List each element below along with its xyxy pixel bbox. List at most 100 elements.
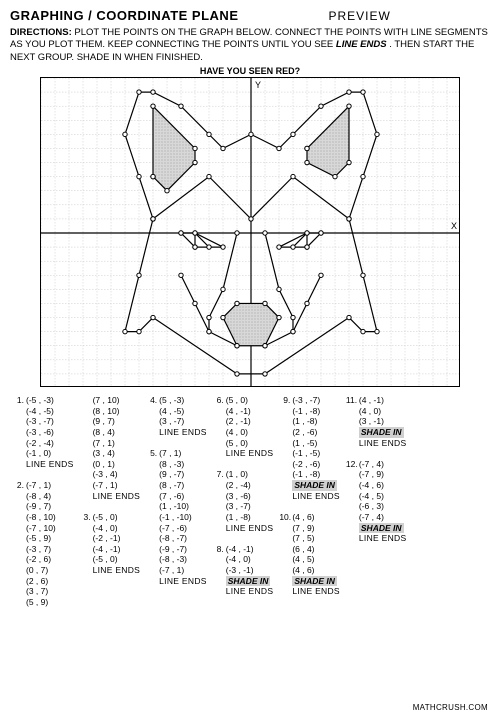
coord-row: LINE ENDS — [80, 565, 141, 576]
coord-row: (-1 , -10) — [146, 512, 207, 523]
coord-row: 11.(4 , -1) — [346, 395, 407, 406]
coord-row: 9.(-3 , -7) — [279, 395, 340, 406]
coord-row: (-3 , -7) — [13, 416, 74, 427]
coord-row: SHADE IN — [346, 523, 407, 534]
coord-row: 8.(-4 , -1) — [213, 544, 274, 555]
coord-row: (-6 , 3) — [346, 501, 407, 512]
coord-row: (-3 , 7) — [13, 544, 74, 555]
coord-row: (3 , 7) — [13, 586, 74, 597]
coord-row: (-8 , -7) — [146, 533, 207, 544]
coord-row: (8 , -3) — [146, 459, 207, 470]
coord-row: (-7 , 1) — [146, 565, 207, 576]
coord-row: (-1 , -8) — [279, 406, 340, 417]
coord-row: (1 , -8) — [279, 416, 340, 427]
coord-row: (-9 , 7) — [13, 501, 74, 512]
coord-row: (-7 , 1) — [80, 480, 141, 491]
coord-row: (-3 , 4) — [80, 469, 141, 480]
coord-row: (4 , 0) — [346, 406, 407, 417]
coord-row: (2 , 6) — [13, 576, 74, 587]
coord-row: LINE ENDS — [213, 448, 274, 459]
coord-row: (7 , -6) — [146, 491, 207, 502]
directions-label: DIRECTIONS: — [10, 27, 72, 38]
coord-row: LINE ENDS — [279, 491, 340, 502]
coord-row: (-2 , -1) — [80, 533, 141, 544]
coord-column: 1.(-5 , -3)(-4 , -5)(-3 , -7)(-3 , -6) (-… — [10, 395, 77, 608]
coord-row: LINE ENDS — [346, 533, 407, 544]
coord-row: (3 , 4) — [80, 448, 141, 459]
coord-row: (5 , 0) — [213, 438, 274, 449]
coord-row — [213, 459, 274, 470]
coord-row: (-7 , 9) — [346, 469, 407, 480]
coord-row: (-5 , 9) — [13, 533, 74, 544]
coord-row: (1 , -10) — [146, 501, 207, 512]
coord-row: 12.(-7 , 4) — [346, 459, 407, 470]
coord-column: 9.(-3 , -7)(-1 , -8)(1 , -8)(2 , -6)(1 ,… — [276, 395, 343, 608]
coord-row: (1 , -8) — [213, 512, 274, 523]
coord-row: (3 , -1) — [346, 416, 407, 427]
coord-row: (8 , -7) — [146, 480, 207, 491]
coord-row: SHADE IN — [213, 576, 274, 587]
coord-row: (-8 , 10) — [13, 512, 74, 523]
coord-row: SHADE IN — [346, 427, 407, 438]
coord-row: (3 , -6) — [213, 491, 274, 502]
coord-row: (2 , -1) — [213, 416, 274, 427]
coord-row: (-7 , 10) — [13, 523, 74, 534]
coord-row: (4 , 0) — [213, 427, 274, 438]
coord-row: (4 , 5) — [279, 554, 340, 565]
coord-row: LINE ENDS — [80, 491, 141, 502]
coord-row: (1 , -5) — [279, 438, 340, 449]
coord-row: 6.(5 , 0) — [213, 395, 274, 406]
directions: DIRECTIONS: PLOT THE POINTS ON THE GRAPH… — [10, 27, 490, 64]
coord-row: (-3 , -6) — [13, 427, 74, 438]
coord-row: (9 , -7) — [146, 469, 207, 480]
coord-row: (-7 , 4) — [346, 512, 407, 523]
page-title: GRAPHING / COORDINATE PLANE — [10, 8, 239, 23]
coord-row: (-7 , -6) — [146, 523, 207, 534]
coord-row: (-8 , -3) — [146, 554, 207, 565]
directions-lineends: LINE ENDS — [336, 39, 387, 50]
coord-row: 2.(-7 , 1) — [13, 480, 74, 491]
coord-row: (-1 , -5) — [279, 448, 340, 459]
coord-column: 6.(5 , 0)(4 , -1)(2 , -1)(4 , 0)(5 , 0)L… — [210, 395, 277, 608]
coord-row: (3 , -7) — [146, 416, 207, 427]
coord-row: LINE ENDS — [146, 427, 207, 438]
coord-row: LINE ENDS — [146, 576, 207, 587]
coord-row: (-4 , 0) — [80, 523, 141, 534]
coord-row: (7 , 9) — [279, 523, 340, 534]
coord-row: 10.(4 , 6) — [279, 512, 340, 523]
coord-row: (-4 , -5) — [13, 406, 74, 417]
coord-row — [346, 448, 407, 459]
coord-row: (-1 , -8) — [279, 469, 340, 480]
coord-row: (-8 , 4) — [13, 491, 74, 502]
coord-row — [279, 501, 340, 512]
coord-row: (7 , 1) — [80, 438, 141, 449]
coord-row — [213, 533, 274, 544]
coord-row: 5.(7 , 1) — [146, 448, 207, 459]
coord-row: (4 , -1) — [213, 406, 274, 417]
coord-column: 11.(4 , -1)(4 , 0)(3 , -1)SHADE INLINE E… — [343, 395, 410, 608]
coord-row: (-3 , -1) — [213, 565, 274, 576]
coord-row: (9 , 7) — [80, 416, 141, 427]
svg-text:Y: Y — [255, 80, 261, 90]
coord-row: 4.(5 , -3) — [146, 395, 207, 406]
coord-row: (8 , 10) — [80, 406, 141, 417]
coord-row: LINE ENDS — [213, 586, 274, 597]
coord-row: (-9 , -7) — [146, 544, 207, 555]
coord-row: SHADE IN — [279, 576, 340, 587]
coord-row: (2 , -6) — [279, 427, 340, 438]
svg-text:X: X — [451, 221, 457, 231]
coord-row: (0 , 7) — [13, 565, 74, 576]
coord-row: (3 , -7) — [213, 501, 274, 512]
coord-row: (6 , 4) — [279, 544, 340, 555]
coord-row: (-4 , 5) — [346, 491, 407, 502]
coord-row: (-1 , 0) — [13, 448, 74, 459]
coord-column: (7 , 10)(8 , 10)(9 , 7)(8 , 4)(7 , 1)(3 … — [77, 395, 144, 608]
coord-row: 1.(-5 , -3) — [13, 395, 74, 406]
coord-row: (4 , 6) — [279, 565, 340, 576]
coordinate-lists: 1.(-5 , -3)(-4 , -5)(-3 , -7)(-3 , -6) (-… — [10, 395, 490, 608]
coord-row: LINE ENDS — [213, 523, 274, 534]
coord-row: LINE ENDS — [346, 438, 407, 449]
coord-row — [13, 469, 74, 480]
coord-row: (-4 , -1) — [80, 544, 141, 555]
coord-row: (7 , 10) — [80, 395, 141, 406]
